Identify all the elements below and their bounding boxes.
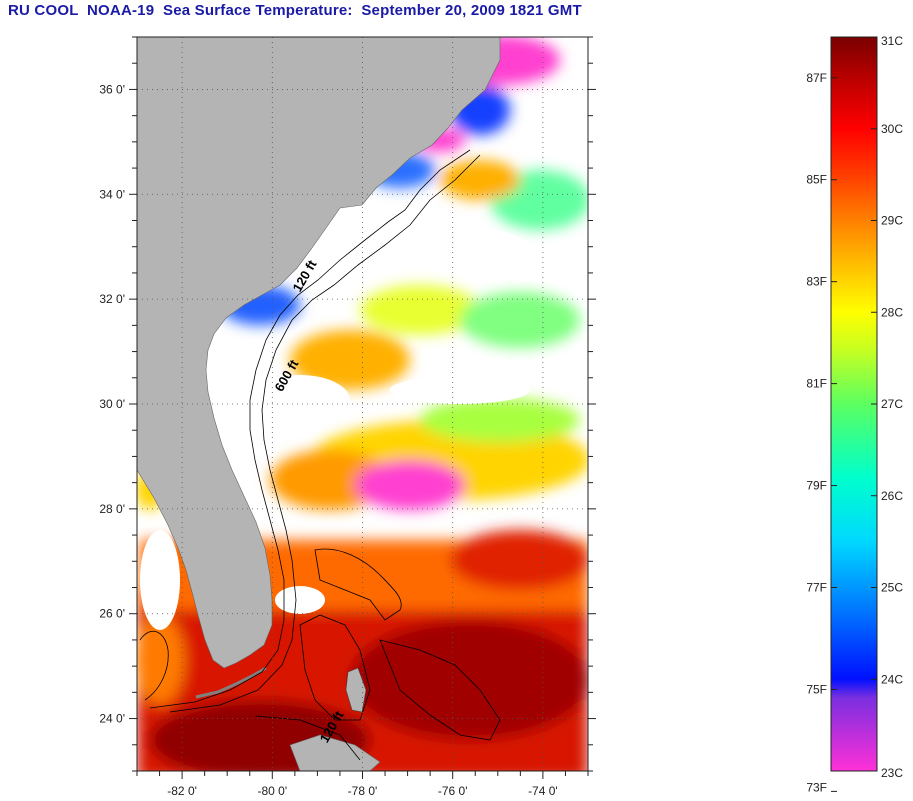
lat-tick-label: 32 0' [99, 292, 125, 306]
colorbar-celsius-label: 27C [881, 397, 903, 411]
lon-tick-label: -76 0' [438, 784, 468, 798]
colorbar: 31C 30C 29C 28C 27C 26C 25C 24C 23C 87F 85F 83F 81F… [806, 34, 903, 794]
colorbar-fahrenheit-label: 73F [806, 780, 827, 794]
colorbar-celsius-label: 30C [881, 122, 903, 136]
longitude-labels: -82 0' -80 0' -78 0' -76 0' -74 0' [167, 784, 557, 798]
colorbar-celsius-labels: 31C 30C 29C 28C 27C 26C 25C 24C 23C [881, 34, 903, 780]
colorbar-fahrenheit-labels: 87F 85F 83F 81F 79F 77F 75F 73F [806, 71, 827, 795]
lat-tick-label: 30 0' [99, 397, 125, 411]
lon-tick-label: -82 0' [167, 784, 197, 798]
land-mass [137, 37, 501, 669]
colorbar-swatch [830, 36, 878, 772]
sst-patch-offshore-green [460, 292, 580, 348]
colorbar-celsius-label: 31C [881, 34, 903, 48]
page-title: RU COOL NOAA-19 Sea Surface Temperature:… [8, 2, 582, 19]
colorbar-celsius-label: 28C [881, 305, 903, 319]
colorbar-fahrenheit-label: 81F [806, 377, 827, 391]
colorbar-fahrenheit-label: 75F [806, 682, 827, 696]
sst-patch-mid-magenta [355, 460, 465, 510]
colorbar-fahrenheit-label: 85F [806, 173, 827, 187]
lat-tick-label: 36 0' [99, 82, 125, 96]
colorbar-ticks [831, 36, 877, 792]
colorbar-fahrenheit-label: 87F [806, 71, 827, 85]
sst-patch-offshore-orange [290, 330, 410, 390]
sst-patch-deep-warm [350, 620, 588, 740]
colorbar-celsius-label: 25C [881, 581, 903, 595]
sst-patch-northeast-orange [440, 160, 520, 200]
lon-tick-label: -80 0' [257, 784, 287, 798]
sst-patch-gulf-orange [137, 615, 185, 705]
keys-island-chain [195, 666, 267, 699]
sst-patch-mid-green [420, 398, 580, 442]
colorbar-celsius-label: 29C [881, 214, 903, 228]
bathymetry-contours [139, 149, 501, 761]
colorbar-fahrenheit-label: 83F [806, 275, 827, 289]
lat-tick-label: 24 0' [99, 712, 125, 726]
latitude-labels: 24 0' 26 0' 28 0' 30 0' 32 0' 34 0' 36 0' [99, 82, 125, 725]
lon-tick-label: -78 0' [348, 784, 378, 798]
colorbar-celsius-label: 26C [881, 489, 903, 503]
bahamas-andros [345, 667, 367, 713]
lon-tick-label: -74 0' [528, 784, 558, 798]
colorbar-fahrenheit-label: 77F [806, 581, 827, 595]
lat-tick-label: 34 0' [99, 187, 125, 201]
colorbar-celsius-label: 23C [881, 766, 903, 780]
graticule [137, 37, 588, 771]
sst-patch-offshore-yellow [360, 285, 480, 335]
lat-tick-label: 28 0' [99, 502, 125, 516]
sst-patch-east-warm [450, 530, 588, 590]
axis-ticks [129, 36, 596, 779]
colorbar-celsius-label: 24C [881, 672, 903, 686]
cuba-landmass [289, 734, 381, 771]
colorbar-fahrenheit-label: 79F [806, 479, 827, 493]
lat-tick-label: 26 0' [99, 607, 125, 621]
